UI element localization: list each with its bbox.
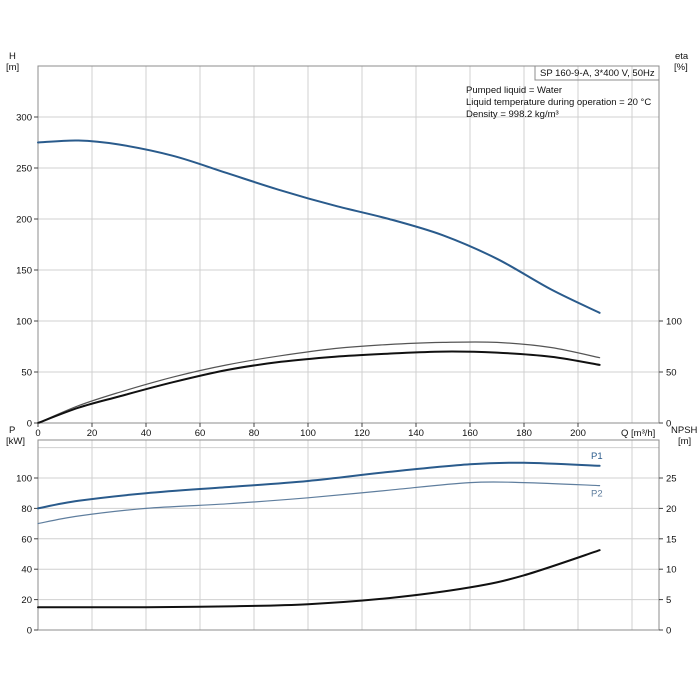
series-line-eta-thin [37,341,601,424]
series-label-p2: P2 [591,489,603,500]
y-tick-label-left: 80 [21,504,32,515]
x-tick-label: 180 [516,428,532,439]
y-tick-label-right: 20 [666,504,677,515]
y-tick-label-right: 15 [666,534,677,545]
y-tick-label-left: 40 [21,565,32,576]
left-axis-title: P [9,425,15,436]
x-tick-label: 120 [354,428,370,439]
x-tick-label: 40 [141,428,152,439]
x-tick-label: 160 [462,428,478,439]
y-tick-label-left: 60 [21,534,32,545]
left-axis-unit: [kW] [6,436,25,447]
left-axis-title: H [9,51,16,62]
series-line-h [37,139,601,314]
y-tick-label-left: 300 [16,113,32,124]
y-tick-label-left: 50 [21,368,32,379]
left-axis-unit: [m] [6,62,19,73]
x-tick-label: 100 [300,428,316,439]
y-tick-label-left: 100 [16,317,32,328]
info-line: Pumped liquid = Water [466,85,562,96]
plot-frame [37,65,660,424]
y-tick-label-left: 0 [27,419,32,430]
plot-frame [37,439,660,631]
y-tick-label-left: 100 [16,474,32,485]
y-tick-label-right: 0 [666,626,671,637]
info-line: Liquid temperature during operation = 20… [466,97,651,108]
y-tick-label-right: 100 [666,317,682,328]
series-label-p1: P1 [591,451,603,462]
series-line-eta-thick [37,350,601,424]
pump-model-box [534,65,660,81]
series-line-npsh [37,549,601,609]
y-tick-label-left: 200 [16,215,32,226]
x-tick-label: 140 [408,428,424,439]
right-axis-title: eta [675,51,689,62]
x-tick-label: 60 [195,428,206,439]
y-tick-label-right: 10 [666,565,677,576]
series-line-p2 [37,481,601,525]
pump-model-label: SP 160-9-A, 3*400 V, 50Hz [540,68,655,79]
y-tick-label-right: 5 [666,595,671,606]
y-tick-label-right: 50 [666,368,677,379]
y-tick-label-right: 25 [666,474,677,485]
x-tick-label: 80 [249,428,260,439]
y-tick-label-left: 250 [16,164,32,175]
y-tick-label-left: 0 [27,626,32,637]
right-axis-title: NPSH [671,425,698,436]
info-line: Density = 998.2 kg/m³ [466,109,559,120]
series-line-p1 [37,461,601,510]
y-tick-label-left: 20 [21,595,32,606]
y-tick-label-left: 150 [16,266,32,277]
right-axis-unit: [%] [674,62,688,73]
y-tick-label-right: 0 [666,419,671,430]
x-axis-label: Q [m³/h] [621,428,655,439]
x-tick-label: 200 [570,428,586,439]
x-tick-label: 20 [87,428,98,439]
x-tick-label: 0 [35,428,40,439]
right-axis-unit: [m] [678,436,691,447]
